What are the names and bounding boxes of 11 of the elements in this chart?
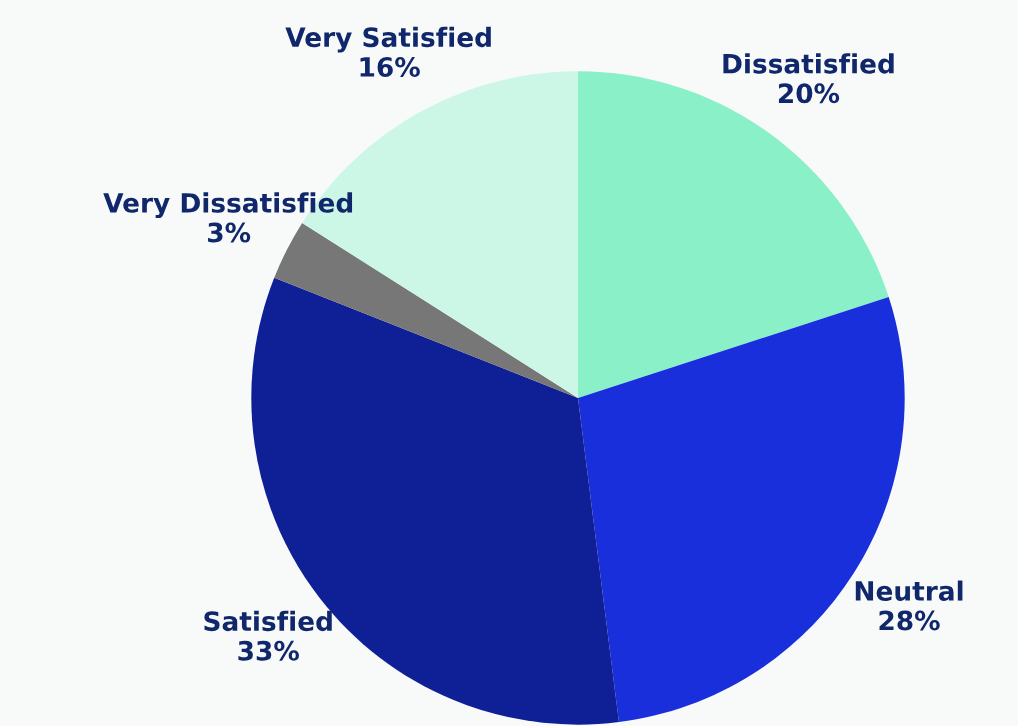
slice-label: Dissatisfied <box>723 53 894 74</box>
data-label: 3% <box>208 222 251 243</box>
data-label: 28% <box>879 610 940 631</box>
data-label: 20% <box>778 83 840 104</box>
slice-label: Satisfied <box>204 610 332 632</box>
slice-label: Very Dissatisfied <box>103 192 353 219</box>
data-label: 33% <box>238 640 299 661</box>
data-label: 16% <box>360 57 420 77</box>
slice-label: Neutral <box>855 580 963 601</box>
pie-slice <box>274 222 578 398</box>
slice-label: Very Satisfied <box>285 26 491 53</box>
